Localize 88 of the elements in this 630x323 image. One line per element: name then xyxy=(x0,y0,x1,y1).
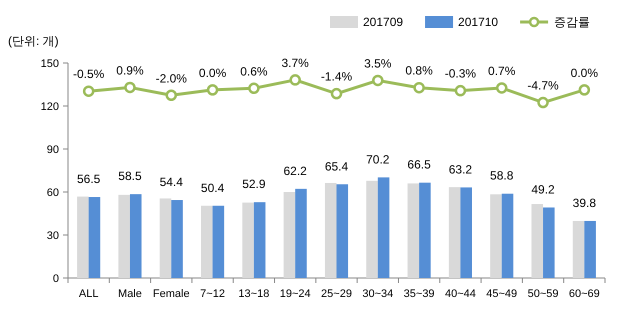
point xyxy=(496,82,508,94)
data-label: 52.9 xyxy=(242,177,266,192)
bar xyxy=(378,177,390,278)
data-label: 66.5 xyxy=(407,158,432,172)
bar xyxy=(531,204,544,278)
point xyxy=(537,96,549,108)
bar xyxy=(201,206,213,278)
bar xyxy=(88,197,100,278)
point xyxy=(248,82,260,94)
bar xyxy=(77,196,89,278)
text: (단위: 개) xyxy=(8,34,59,48)
point xyxy=(413,82,425,94)
data-label: 0.0% xyxy=(570,66,598,80)
bar xyxy=(160,198,172,278)
bar xyxy=(572,220,584,278)
x-tick-label: 45~49 xyxy=(486,288,518,300)
data-label: 0.9% xyxy=(116,63,144,78)
data-label: 0.6% xyxy=(240,64,268,78)
x-tick-label: Female xyxy=(152,288,190,300)
data-label: -4.7% xyxy=(527,78,560,93)
bar xyxy=(254,202,266,278)
x-tick-label: 13~18 xyxy=(238,288,270,300)
data-label: 62.2 xyxy=(284,164,308,178)
data-label: -0.5% xyxy=(72,67,105,82)
legend-label: 201709 xyxy=(363,15,404,29)
data-label: 54.4 xyxy=(160,175,184,190)
x-tick-label: 40~44 xyxy=(444,288,476,300)
data-label: -0.3% xyxy=(444,66,476,81)
data-label: 56.5 xyxy=(76,172,101,186)
bar xyxy=(336,184,348,278)
data-label: 58.8 xyxy=(490,168,514,183)
bar xyxy=(490,194,502,278)
bar xyxy=(460,187,472,278)
data-label: 65.4 xyxy=(324,159,348,174)
x-tick-label: 30~34 xyxy=(362,288,394,300)
bar xyxy=(130,194,142,278)
x-tick-label: 25~29 xyxy=(321,288,352,300)
legend-label: 201710 xyxy=(458,15,498,29)
data-label: 3.7% xyxy=(282,56,310,70)
bar xyxy=(584,220,596,278)
legend-label: 증감률 xyxy=(554,15,590,29)
bar xyxy=(324,182,336,278)
point xyxy=(206,84,218,96)
data-label: 3.5% xyxy=(364,56,392,70)
point xyxy=(578,84,590,96)
bar xyxy=(295,188,307,278)
data-label: 58.5 xyxy=(118,169,142,184)
data-label: -1.4% xyxy=(320,70,352,84)
point xyxy=(372,74,384,86)
x-tick-label: Male xyxy=(118,288,142,300)
bar xyxy=(171,200,183,278)
y-tick-label: 60 xyxy=(46,187,59,199)
data-label: 49.2 xyxy=(531,182,556,196)
bar xyxy=(502,194,514,278)
bar xyxy=(408,183,420,278)
y-tick-label: 90 xyxy=(46,144,59,156)
point xyxy=(166,90,178,101)
x-tick-label: 50~59 xyxy=(528,288,558,300)
data-label: -2.0% xyxy=(156,71,188,86)
x-tick-label: 7~12 xyxy=(200,288,225,300)
y-tick-label: 30 xyxy=(46,230,59,242)
point xyxy=(454,84,466,96)
bar xyxy=(118,194,130,278)
data-label: 63.2 xyxy=(448,162,472,176)
bar xyxy=(284,192,296,278)
y-tick-label: 120 xyxy=(40,101,59,113)
x-tick-label: 35~39 xyxy=(404,288,435,300)
bar xyxy=(543,207,555,278)
data-label: 70.2 xyxy=(366,152,390,166)
y-tick-label: 150 xyxy=(40,58,59,70)
point xyxy=(124,82,136,94)
x-tick-label: ALL xyxy=(78,288,98,300)
bar xyxy=(242,202,254,278)
x-tick-label: 19~24 xyxy=(280,288,311,300)
bar xyxy=(448,187,460,278)
data-label: 0.0% xyxy=(198,66,227,80)
data-label: 0.7% xyxy=(488,64,516,78)
bar xyxy=(366,180,378,278)
point xyxy=(82,85,94,97)
x-tick-label: 60~69 xyxy=(568,288,600,300)
bar xyxy=(212,206,224,278)
data-label: 50.4 xyxy=(200,180,225,195)
data-label: 0.8% xyxy=(405,64,434,78)
y-tick-label: 0 xyxy=(52,273,59,285)
point xyxy=(289,74,301,86)
data-label: 39.8 xyxy=(572,196,596,210)
bar xyxy=(419,182,431,278)
point xyxy=(330,88,342,100)
